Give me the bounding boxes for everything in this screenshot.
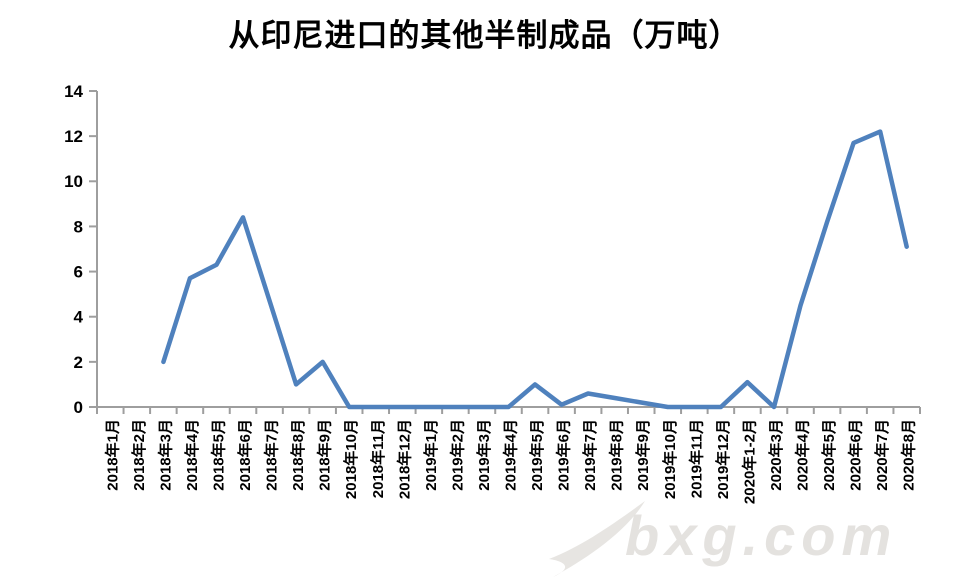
y-tick-label: 8 — [74, 217, 83, 236]
y-tick-label: 6 — [74, 263, 83, 282]
axes — [96, 91, 920, 408]
x-tick-label: 2020年6月 — [847, 419, 865, 491]
x-tick-label: 2018年10月 — [342, 419, 360, 499]
chart-title: 从印尼进口的其他半制成品（万吨） — [228, 18, 741, 53]
x-tick-label: 2019年12月 — [714, 419, 732, 499]
x-tick-label: 2020年8月 — [900, 419, 918, 491]
y-tick-label: 14 — [64, 82, 83, 101]
x-tick-label: 2020年7月 — [873, 419, 891, 491]
x-tick-label: 2018年7月 — [263, 419, 281, 491]
x-tick-label: 2018年3月 — [156, 419, 174, 491]
x-tick-label: 2018年12月 — [395, 419, 413, 499]
x-tick-label: 2019年3月 — [475, 419, 493, 491]
x-tick-label: 2019年1月 — [422, 419, 440, 491]
x-tick-label: 2019年11月 — [687, 419, 705, 498]
x-tick-label: 2018年1月 — [103, 419, 121, 491]
x-tick-label: 2020年1-2月 — [740, 419, 758, 504]
x-tick-label: 2018年2月 — [130, 419, 148, 491]
x-tick-label: 2019年9月 — [634, 419, 652, 491]
x-tick-label: 2019年8月 — [608, 419, 626, 491]
x-tick-label: 2019年5月 — [528, 419, 546, 491]
x-tick-label: 2018年8月 — [289, 419, 307, 491]
x-tick-label: 2019年4月 — [502, 419, 520, 491]
x-axis-ticks — [96, 407, 921, 414]
y-tick-label: 12 — [64, 127, 83, 146]
y-tick-label: 4 — [74, 308, 84, 327]
x-tick-label: 2018年5月 — [209, 419, 227, 491]
x-tick-label: 2018年9月 — [316, 419, 334, 491]
y-tick-label: 0 — [74, 398, 83, 417]
x-tick-label: 2020年3月 — [767, 419, 785, 491]
x-axis-labels: 2018年1月 2018年2月 2018年3月 2018年4月 2018年5月 2018年… — [103, 419, 917, 504]
y-tick-label: 2 — [74, 353, 83, 372]
x-tick-label: 2018年11月 — [369, 419, 387, 498]
x-tick-label: 2019年6月 — [555, 419, 573, 491]
y-axis-ticks: 0 2 4 6 8 10 12 14 — [64, 82, 97, 417]
x-tick-label: 2019年7月 — [581, 419, 599, 491]
y-tick-label: 10 — [64, 172, 83, 191]
x-tick-label: 2019年2月 — [448, 419, 466, 491]
x-tick-label: 2020年4月 — [794, 419, 812, 491]
x-tick-label: 2020年5月 — [820, 419, 838, 491]
x-tick-label: 2019年10月 — [661, 419, 679, 499]
x-tick-label: 2018年4月 — [183, 419, 201, 491]
data-line — [161, 129, 909, 410]
x-tick-label: 2018年6月 — [236, 419, 254, 491]
